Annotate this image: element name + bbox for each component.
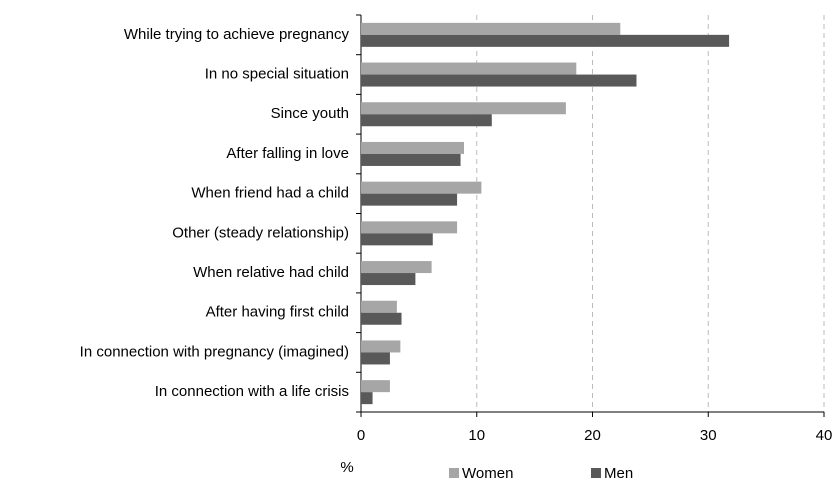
bar bbox=[361, 312, 402, 325]
bar bbox=[361, 193, 458, 206]
bar bbox=[361, 273, 416, 286]
y-tick-label: Other (steady relationship) bbox=[172, 224, 349, 241]
bar bbox=[361, 102, 566, 115]
legend-swatch bbox=[591, 468, 601, 478]
y-tick-label: In connection with pregnancy (imagined) bbox=[80, 343, 349, 360]
bar bbox=[361, 261, 432, 274]
y-tick-label: In connection with a life crisis bbox=[155, 383, 349, 400]
x-tick-label: 10 bbox=[468, 427, 485, 444]
x-tick-label: 30 bbox=[700, 427, 717, 444]
legend-swatch bbox=[449, 468, 459, 478]
bar bbox=[361, 221, 458, 234]
y-tick-label: When friend had a child bbox=[191, 185, 349, 202]
bar bbox=[361, 153, 461, 166]
y-tick-label: When relative had child bbox=[193, 264, 349, 281]
x-tick-label: 0 bbox=[357, 427, 365, 444]
bar bbox=[361, 114, 492, 127]
bar bbox=[361, 34, 730, 47]
bar bbox=[361, 22, 621, 35]
bar bbox=[361, 62, 577, 75]
bar bbox=[361, 141, 465, 154]
y-tick-label: After having first child bbox=[206, 304, 349, 321]
y-tick-label: After falling in love bbox=[226, 145, 349, 162]
bar bbox=[361, 340, 401, 353]
bar bbox=[361, 233, 433, 246]
x-tick-label: 20 bbox=[584, 427, 601, 444]
x-tick-label: 40 bbox=[816, 427, 833, 444]
bar bbox=[361, 392, 373, 405]
bar bbox=[361, 300, 397, 313]
y-tick-label: In no special situation bbox=[205, 66, 349, 83]
bar bbox=[361, 380, 390, 393]
bar bbox=[361, 181, 482, 194]
legend-label: Women bbox=[462, 465, 513, 482]
x-axis-label: % bbox=[340, 459, 353, 476]
legend-label: Men bbox=[604, 465, 633, 482]
y-tick-label: While trying to achieve pregnancy bbox=[124, 26, 350, 43]
bar bbox=[361, 352, 390, 365]
y-tick-label: Since youth bbox=[271, 105, 349, 122]
bar bbox=[361, 74, 637, 87]
